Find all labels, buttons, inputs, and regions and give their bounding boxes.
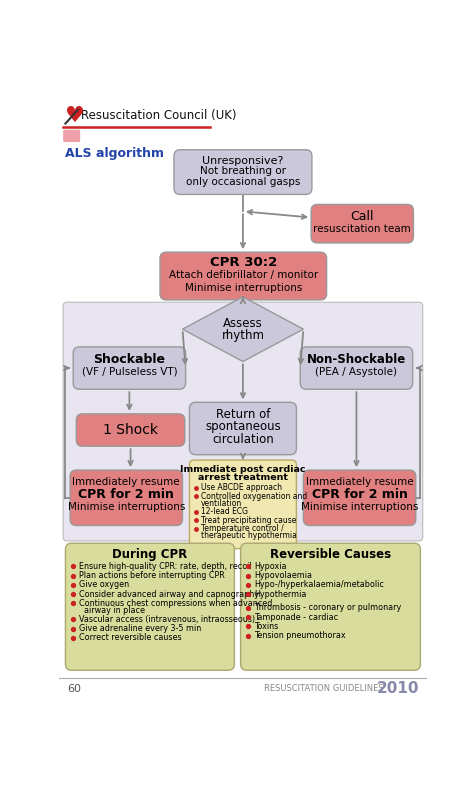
FancyBboxPatch shape bbox=[73, 347, 186, 389]
Text: Unresponsive?: Unresponsive? bbox=[202, 156, 283, 166]
Text: Minimise interruptions: Minimise interruptions bbox=[301, 502, 418, 512]
Text: Immediate post cardiac: Immediate post cardiac bbox=[180, 465, 306, 474]
Polygon shape bbox=[182, 297, 303, 362]
Text: Tension pneumothorax: Tension pneumothorax bbox=[254, 631, 346, 640]
Text: Shockable: Shockable bbox=[93, 353, 165, 365]
FancyBboxPatch shape bbox=[76, 414, 185, 446]
Text: Minimise interruptions: Minimise interruptions bbox=[185, 283, 302, 292]
Text: circulation: circulation bbox=[212, 433, 274, 446]
Text: Toxins: Toxins bbox=[254, 622, 278, 631]
Text: arrest treatment: arrest treatment bbox=[198, 473, 288, 483]
FancyBboxPatch shape bbox=[311, 204, 413, 243]
Text: 60: 60 bbox=[67, 684, 81, 694]
Text: ventilation: ventilation bbox=[201, 498, 242, 508]
Text: Return of: Return of bbox=[216, 408, 270, 421]
FancyBboxPatch shape bbox=[63, 303, 423, 541]
FancyBboxPatch shape bbox=[241, 543, 420, 670]
Text: CPR 30:2: CPR 30:2 bbox=[210, 256, 277, 270]
Text: Correct reversible causes: Correct reversible causes bbox=[79, 634, 181, 642]
Text: resuscitation team: resuscitation team bbox=[313, 224, 411, 234]
FancyBboxPatch shape bbox=[190, 402, 296, 454]
Text: Temperature control /: Temperature control / bbox=[201, 524, 284, 533]
Text: (PEA / Asystole): (PEA / Asystole) bbox=[316, 366, 398, 376]
Text: Not breathing or: Not breathing or bbox=[200, 167, 286, 176]
Text: therapeutic hypothermia: therapeutic hypothermia bbox=[201, 531, 297, 540]
FancyBboxPatch shape bbox=[303, 470, 416, 526]
Text: Use ABCDE approach: Use ABCDE approach bbox=[201, 483, 282, 492]
Text: During CPR: During CPR bbox=[112, 548, 188, 560]
FancyBboxPatch shape bbox=[174, 150, 312, 194]
Text: only occasional gasps: only occasional gasps bbox=[186, 177, 300, 187]
Text: 2010: 2010 bbox=[376, 681, 419, 696]
Text: Attach defibrillator / monitor: Attach defibrillator / monitor bbox=[169, 270, 318, 281]
Text: Immediately resume: Immediately resume bbox=[306, 477, 413, 487]
Text: Give oxygen: Give oxygen bbox=[79, 580, 129, 590]
Text: rhythm: rhythm bbox=[221, 329, 264, 342]
Text: Ensure high-quality CPR: rate, depth, recoil: Ensure high-quality CPR: rate, depth, re… bbox=[79, 562, 251, 571]
Text: Immediately resume: Immediately resume bbox=[73, 477, 180, 487]
Text: Vascular access (intravenous, intraosseous): Vascular access (intravenous, intraosseo… bbox=[79, 615, 255, 624]
Text: spontaneous: spontaneous bbox=[205, 421, 281, 433]
Text: Reversible Causes: Reversible Causes bbox=[270, 548, 391, 560]
Text: Plan actions before interrupting CPR: Plan actions before interrupting CPR bbox=[79, 571, 224, 580]
Text: 1 Shock: 1 Shock bbox=[103, 423, 158, 437]
Text: Tamponade - cardiac: Tamponade - cardiac bbox=[254, 612, 338, 622]
Text: Continuous chest compressions when advanced: Continuous chest compressions when advan… bbox=[79, 599, 272, 608]
FancyBboxPatch shape bbox=[190, 460, 296, 549]
FancyBboxPatch shape bbox=[300, 347, 413, 389]
Text: ALS algorithm: ALS algorithm bbox=[65, 148, 164, 160]
Text: Call: Call bbox=[351, 210, 374, 223]
Text: Non-Shockable: Non-Shockable bbox=[307, 353, 406, 365]
FancyBboxPatch shape bbox=[160, 252, 327, 300]
Text: Hypovolaemia: Hypovolaemia bbox=[254, 571, 312, 580]
FancyBboxPatch shape bbox=[63, 130, 80, 142]
Text: Controlled oxygenation and: Controlled oxygenation and bbox=[201, 492, 307, 501]
Text: 12-lead ECG: 12-lead ECG bbox=[201, 507, 248, 516]
Text: Thrombosis - coronary or pulmonary: Thrombosis - coronary or pulmonary bbox=[254, 604, 401, 612]
FancyBboxPatch shape bbox=[65, 543, 235, 670]
Text: CPR for 2 min: CPR for 2 min bbox=[311, 488, 408, 501]
Text: airway in place: airway in place bbox=[79, 606, 145, 615]
Text: Give adrenaline every 3-5 min: Give adrenaline every 3-5 min bbox=[79, 624, 201, 634]
Text: Assess: Assess bbox=[223, 317, 263, 329]
Text: Resuscitation Council (UK): Resuscitation Council (UK) bbox=[81, 109, 237, 123]
Text: RESUSCITATION GUIDELINES: RESUSCITATION GUIDELINES bbox=[264, 685, 384, 693]
Text: Minimise interruptions: Minimise interruptions bbox=[68, 502, 185, 512]
Text: ♥: ♥ bbox=[64, 106, 85, 126]
Text: Consider advanced airway and capnography: Consider advanced airway and capnography bbox=[79, 590, 259, 599]
FancyBboxPatch shape bbox=[70, 470, 182, 526]
Text: CPR for 2 min: CPR for 2 min bbox=[78, 488, 174, 501]
Text: Treat precipitating cause: Treat precipitating cause bbox=[201, 516, 296, 524]
Text: Hypothermia: Hypothermia bbox=[254, 590, 306, 599]
Text: (VF / Pulseless VT): (VF / Pulseless VT) bbox=[82, 366, 177, 376]
Text: Hypo-/hyperkalaemia/metabolic: Hypo-/hyperkalaemia/metabolic bbox=[254, 580, 383, 590]
Text: Hypoxia: Hypoxia bbox=[254, 562, 286, 571]
